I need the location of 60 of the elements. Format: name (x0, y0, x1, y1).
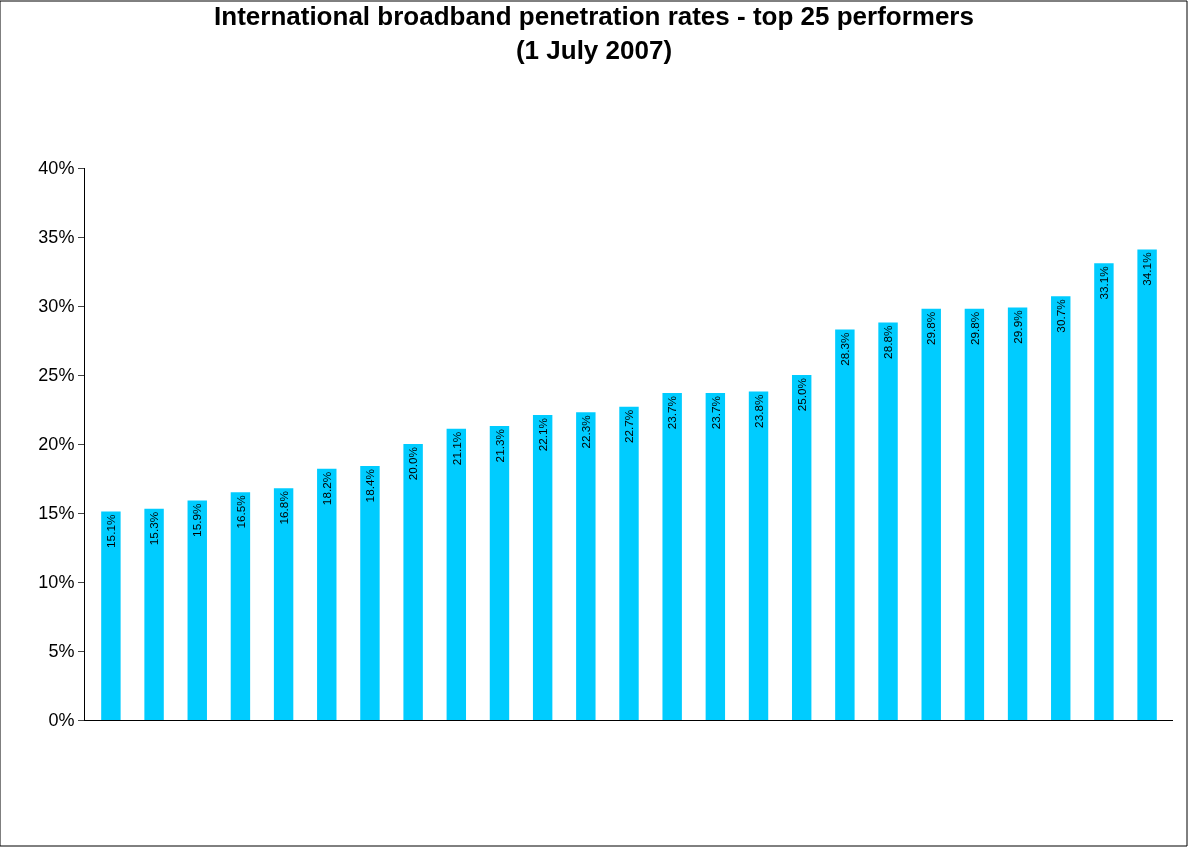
data-label: 25.0% (794, 377, 808, 412)
bar (446, 428, 467, 720)
y-tick-label: 25% (38, 365, 75, 386)
bar (1094, 263, 1114, 720)
data-label: 23.7% (665, 395, 679, 430)
data-label: 22.1% (535, 417, 549, 452)
bar (921, 308, 941, 720)
data-label: 30.7% (1053, 298, 1067, 333)
bar (878, 322, 898, 720)
data-label: 22.7% (622, 409, 636, 444)
bar (1051, 296, 1071, 720)
bar (791, 375, 812, 720)
y-tick-label: 0% (48, 710, 75, 731)
data-label: 15.1% (104, 514, 118, 548)
data-label: 16.8% (276, 490, 290, 525)
data-label: 34.1% (1140, 251, 1154, 286)
data-label: 16.5% (233, 494, 247, 529)
bar (619, 406, 639, 720)
bar (532, 415, 553, 720)
bar (576, 412, 596, 720)
bar (273, 488, 294, 720)
data-label: 18.2% (319, 471, 333, 506)
bar (187, 500, 207, 720)
data-label: 21.1% (449, 431, 463, 466)
bar (1007, 307, 1028, 720)
data-label: 29.8% (924, 311, 938, 346)
y-tick-label: 30% (38, 296, 75, 317)
data-label: 22.3% (579, 414, 593, 449)
y-tick-label: 10% (38, 572, 75, 593)
data-label: 15.3% (147, 511, 161, 546)
bar (230, 492, 251, 720)
bar (101, 511, 121, 720)
bar (662, 392, 682, 720)
bar (144, 508, 164, 720)
data-label: 23.8% (751, 394, 765, 428)
data-label: 23.7% (708, 395, 722, 430)
bar (748, 391, 769, 720)
bar (403, 444, 423, 720)
chart-title: International broadband penetration rates - top 25 performers (1 July 2007) (214, 1, 974, 66)
y-tick-label: 15% (38, 503, 75, 524)
bar (317, 468, 337, 720)
data-label: 29.8% (967, 311, 981, 346)
y-tick-label: 20% (38, 434, 75, 455)
data-label: 28.3% (838, 331, 852, 366)
data-label: 29.9% (1010, 309, 1024, 344)
y-tick-label: 5% (48, 641, 75, 662)
data-label: 21.3% (492, 428, 506, 463)
bar (1137, 249, 1157, 720)
data-label: 28.8% (881, 325, 895, 359)
data-label: 20.0% (406, 446, 420, 481)
bar (705, 392, 726, 720)
data-label: 18.4% (363, 468, 377, 503)
bar (489, 426, 510, 720)
y-tick-label: 40% (38, 158, 75, 179)
y-tick-label: 35% (38, 227, 75, 248)
bar (360, 466, 380, 720)
bar (835, 329, 855, 720)
data-label: 33.1% (1097, 265, 1111, 300)
data-label: 15.9% (190, 503, 204, 537)
bar (964, 308, 985, 720)
